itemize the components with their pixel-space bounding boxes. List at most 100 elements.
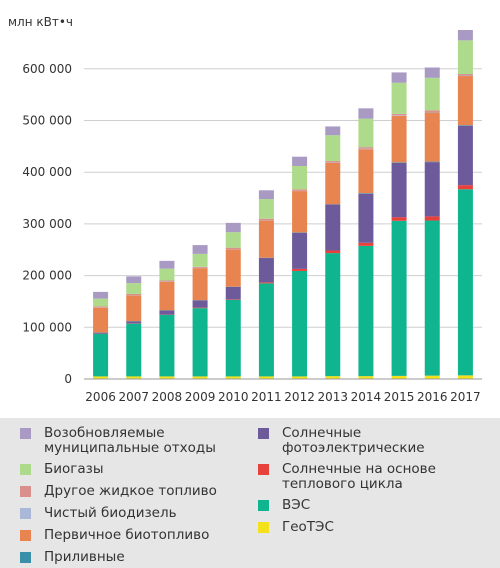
bar-segment-2010-8 (225, 232, 241, 248)
bar-segment-2013-9 (325, 126, 341, 136)
bar-segment-2012-3 (292, 232, 308, 269)
bar-segment-2011-0 (258, 376, 274, 379)
legend-label-primary-bio: Первичное биотопливо (44, 527, 210, 543)
bar-segment-2017-0 (457, 375, 473, 379)
x-tick-label: 2008 (152, 390, 183, 404)
legend-item-primary-bio: Первичное биотопливо (20, 528, 209, 543)
legend-swatch-other-liquid (20, 486, 31, 497)
legend-label-other-liquid: Другое жидкое топливо (44, 483, 217, 499)
bar-segment-2008-1 (159, 314, 175, 377)
bar-segment-2014-5 (358, 149, 374, 194)
bar-segment-2010-7 (225, 247, 241, 250)
bar-segment-2012-2 (292, 268, 308, 271)
legend-label-geo: ГеоТЭС (282, 519, 334, 535)
x-axis-ticks: 2006 2007 2008 2009 2010 2011 2012 2013 2014 2015… (85, 390, 480, 404)
y-tick-label: 0 (64, 372, 72, 386)
bar-segment-2015-2 (391, 217, 407, 221)
legend-item-biogas: Биогазы (20, 462, 104, 477)
bar-segment-2017-2 (457, 185, 473, 190)
bar-segment-2015-4 (391, 162, 407, 163)
bar-segment-2011-2 (258, 282, 274, 284)
bar-segment-2017-6 (457, 75, 473, 77)
bar-segment-2013-0 (325, 376, 341, 379)
bar-segment-2013-8 (325, 135, 341, 162)
legend-item-geo: ГеоТЭС (258, 520, 334, 535)
bar-segment-2008-0 (159, 376, 175, 379)
bar-segment-2006-9 (93, 291, 109, 299)
bar-segment-2015-6 (391, 115, 407, 116)
bar-segment-2016-1 (424, 220, 440, 376)
legend-label-biodiesel: Чистый биодизель (44, 505, 177, 521)
bar-segment-2010-0 (225, 376, 241, 379)
bar-segment-2007-0 (126, 376, 142, 379)
bar-segment-2014-1 (358, 245, 374, 377)
legend-item-pv: Солнечные фотоэлектрические (258, 426, 425, 456)
bar-segment-2006-8 (93, 298, 109, 307)
bar-segment-2009-7 (192, 266, 208, 268)
legend-swatch-msw (20, 428, 31, 439)
bar-segment-2015-1 (391, 220, 407, 376)
legend-swatch-biodiesel (20, 508, 31, 519)
legend-item-biodiesel: Чистый биодизель (20, 506, 177, 521)
bar-segment-2010-5 (225, 249, 241, 287)
bar-segment-2016-0 (424, 375, 440, 379)
x-tick-label: 2014 (351, 390, 382, 404)
legend-item-wind: ВЭС (258, 498, 310, 513)
legend-swatch-primary-bio (20, 530, 31, 541)
bar-segment-2016-6 (424, 111, 440, 113)
y-tick-label: 200 000 (22, 269, 72, 283)
bar-segment-2006-0 (93, 376, 109, 379)
bar-segment-2017-8 (457, 40, 473, 74)
legend-swatch-tidal (20, 552, 31, 563)
bar-segment-2010-9 (225, 222, 241, 233)
stacked-bar-chart: млн кВт•ч 0 100 000 200 000 300 000 400 000 5… (8, 15, 482, 404)
bar-segment-2010-2 (225, 299, 241, 300)
x-tick-label: 2015 (384, 390, 415, 404)
x-tick-label: 2017 (450, 390, 481, 404)
bar-segment-2009-9 (192, 245, 208, 254)
bar-segment-2007-1 (126, 323, 142, 377)
bar-segment-2014-0 (358, 376, 374, 379)
bar-segment-2011-5 (258, 220, 274, 258)
unit-label: млн кВт•ч (8, 15, 73, 29)
legend-swatch-pv (258, 428, 269, 439)
bars (93, 30, 473, 379)
x-tick-label: 2006 (85, 390, 116, 404)
y-tick-label: 300 000 (22, 217, 72, 231)
bar-segment-2013-7 (325, 161, 341, 163)
legend-item-tidal: Приливные (20, 550, 125, 565)
bar-segment-2012-1 (292, 270, 308, 377)
x-tick-label: 2012 (284, 390, 315, 404)
bar-segment-2016-9 (424, 67, 440, 78)
bar-segment-2008-9 (159, 260, 175, 269)
bar-segment-2017-4 (457, 125, 473, 126)
bar-segment-2015-8 (391, 82, 407, 114)
bar-segment-2007-9 (126, 276, 142, 284)
bar-segment-2008-8 (159, 268, 175, 281)
bar-segment-2009-2 (192, 307, 208, 309)
bar-segment-2015-7 (391, 113, 407, 116)
bar-segment-2010-3 (225, 286, 241, 300)
bar-segment-2016-3 (424, 162, 440, 217)
bar-segment-2017-9 (457, 30, 473, 41)
legend-label-wind: ВЭС (282, 497, 311, 513)
bar-segment-2017-3 (457, 125, 473, 186)
bar-segment-2006-3 (93, 332, 109, 334)
legend-swatch-csp (258, 464, 269, 475)
y-tick-label: 100 000 (22, 320, 72, 334)
bar-segment-2009-5 (192, 268, 208, 301)
bar-segment-2008-5 (159, 281, 175, 311)
legend-item-csp: Солнечные на основе теплового цикла (258, 462, 436, 492)
x-tick-label: 2016 (417, 390, 448, 404)
bar-segment-2007-5 (126, 295, 142, 322)
bar-segment-2015-3 (391, 162, 407, 218)
bar-segment-2013-2 (325, 250, 341, 254)
bar-segment-2006-7 (93, 306, 109, 308)
bar-segment-2011-1 (258, 283, 274, 377)
bar-segment-2010-1 (225, 299, 241, 377)
bar-segment-2011-8 (258, 199, 274, 219)
legend-swatch-biogas (20, 464, 31, 475)
bar-segment-2014-2 (358, 242, 374, 246)
bar-segment-2011-7 (258, 218, 274, 221)
legend-swatch-wind (258, 500, 269, 511)
